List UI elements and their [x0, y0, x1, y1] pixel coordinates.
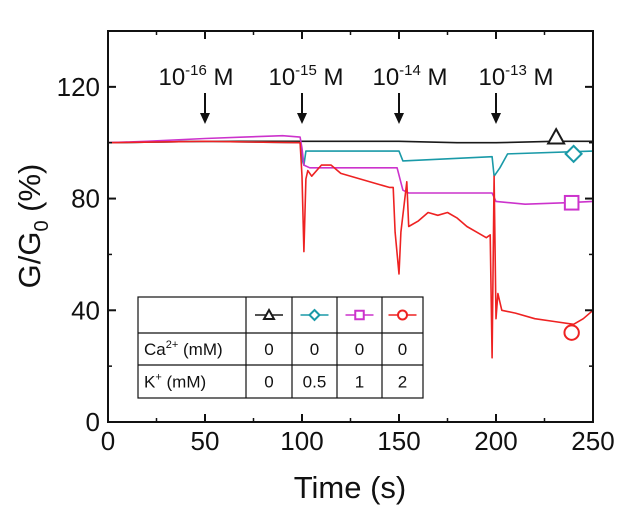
concentration-label: 10-14 M	[372, 62, 447, 91]
table-row-label: Ca2+ (mM)	[144, 339, 223, 359]
concentration-base: 10	[372, 64, 399, 91]
legend-marker-triangle	[262, 307, 276, 320]
series-line-square	[107, 134, 594, 205]
table-cell: 0	[310, 340, 319, 359]
y-tick-label: 120	[57, 72, 100, 102]
concentration-base: 10	[268, 64, 295, 91]
y-axis-title-base: G/G	[12, 232, 47, 289]
y-tick-label: 80	[71, 184, 100, 214]
x-axis-title: Time (s)	[294, 470, 407, 505]
table-row-label: K+ (mM)	[144, 372, 206, 392]
concentration-base: 10	[158, 64, 185, 91]
table-cell: 0.5	[303, 373, 327, 392]
series-marker-circle	[563, 324, 580, 341]
series-marker-square	[563, 194, 580, 211]
table-cell: 1	[355, 373, 364, 392]
marker-layer	[546, 127, 584, 341]
x-tick-label: 200	[474, 426, 517, 456]
legend-table: Ca2+ (mM) 0 0 0 0 K+ (mM) 0 0.5 1 2	[137, 296, 424, 399]
table-cell: 0	[264, 340, 273, 359]
table-cell: 0	[264, 373, 273, 392]
concentration-label: 10-16 M	[158, 62, 233, 91]
concentration-exponent: -13	[505, 62, 527, 79]
concentration-exponent: -14	[399, 62, 421, 79]
table-cell: 0	[355, 340, 364, 359]
x-tick-label: 100	[280, 426, 323, 456]
concentration-label: 10-15 M	[268, 62, 343, 91]
arrow-head-icon	[297, 113, 307, 124]
legend-marker-square	[354, 309, 365, 321]
concentration-unit: M	[317, 64, 344, 91]
series-marker-diamond	[564, 144, 584, 164]
legend-table-bg	[137, 296, 424, 399]
table-cell: 0	[398, 340, 407, 359]
arrow-head-icon	[394, 113, 404, 124]
series-layer	[107, 134, 594, 359]
concentration-exponent: -16	[185, 62, 207, 79]
y-axis-title-sub: 0	[31, 220, 53, 231]
y-axis-title-rest: (%)	[12, 164, 47, 221]
arrow-head-icon	[200, 113, 210, 124]
y-tick-label: 0	[86, 407, 100, 437]
concentration-label: 10-13 M	[478, 62, 553, 91]
x-tick-label: 50	[191, 426, 220, 456]
concentration-unit: M	[527, 64, 554, 91]
y-axis-title: G/G0 (%)	[12, 164, 53, 289]
annotation-layer: 10-16 M 10-15 M 10-14 M 10-13 M	[158, 62, 554, 124]
x-tick-label: 0	[101, 426, 115, 456]
table-cell: 2	[398, 373, 407, 392]
concentration-unit: M	[207, 64, 234, 91]
legend-marker-diamond	[308, 308, 321, 322]
concentration-base: 10	[478, 64, 505, 91]
concentration-unit: M	[421, 64, 448, 91]
y-tick-label: 40	[71, 295, 100, 325]
legend-marker-circle	[397, 309, 408, 321]
series-line-diamond	[107, 140, 594, 177]
x-tick-label: 150	[377, 426, 420, 456]
series-marker-triangle	[546, 127, 566, 145]
x-tick-label: 250	[571, 426, 614, 456]
arrow-head-icon	[491, 113, 501, 124]
series-line-circle	[107, 140, 594, 359]
concentration-exponent: -15	[295, 62, 317, 79]
